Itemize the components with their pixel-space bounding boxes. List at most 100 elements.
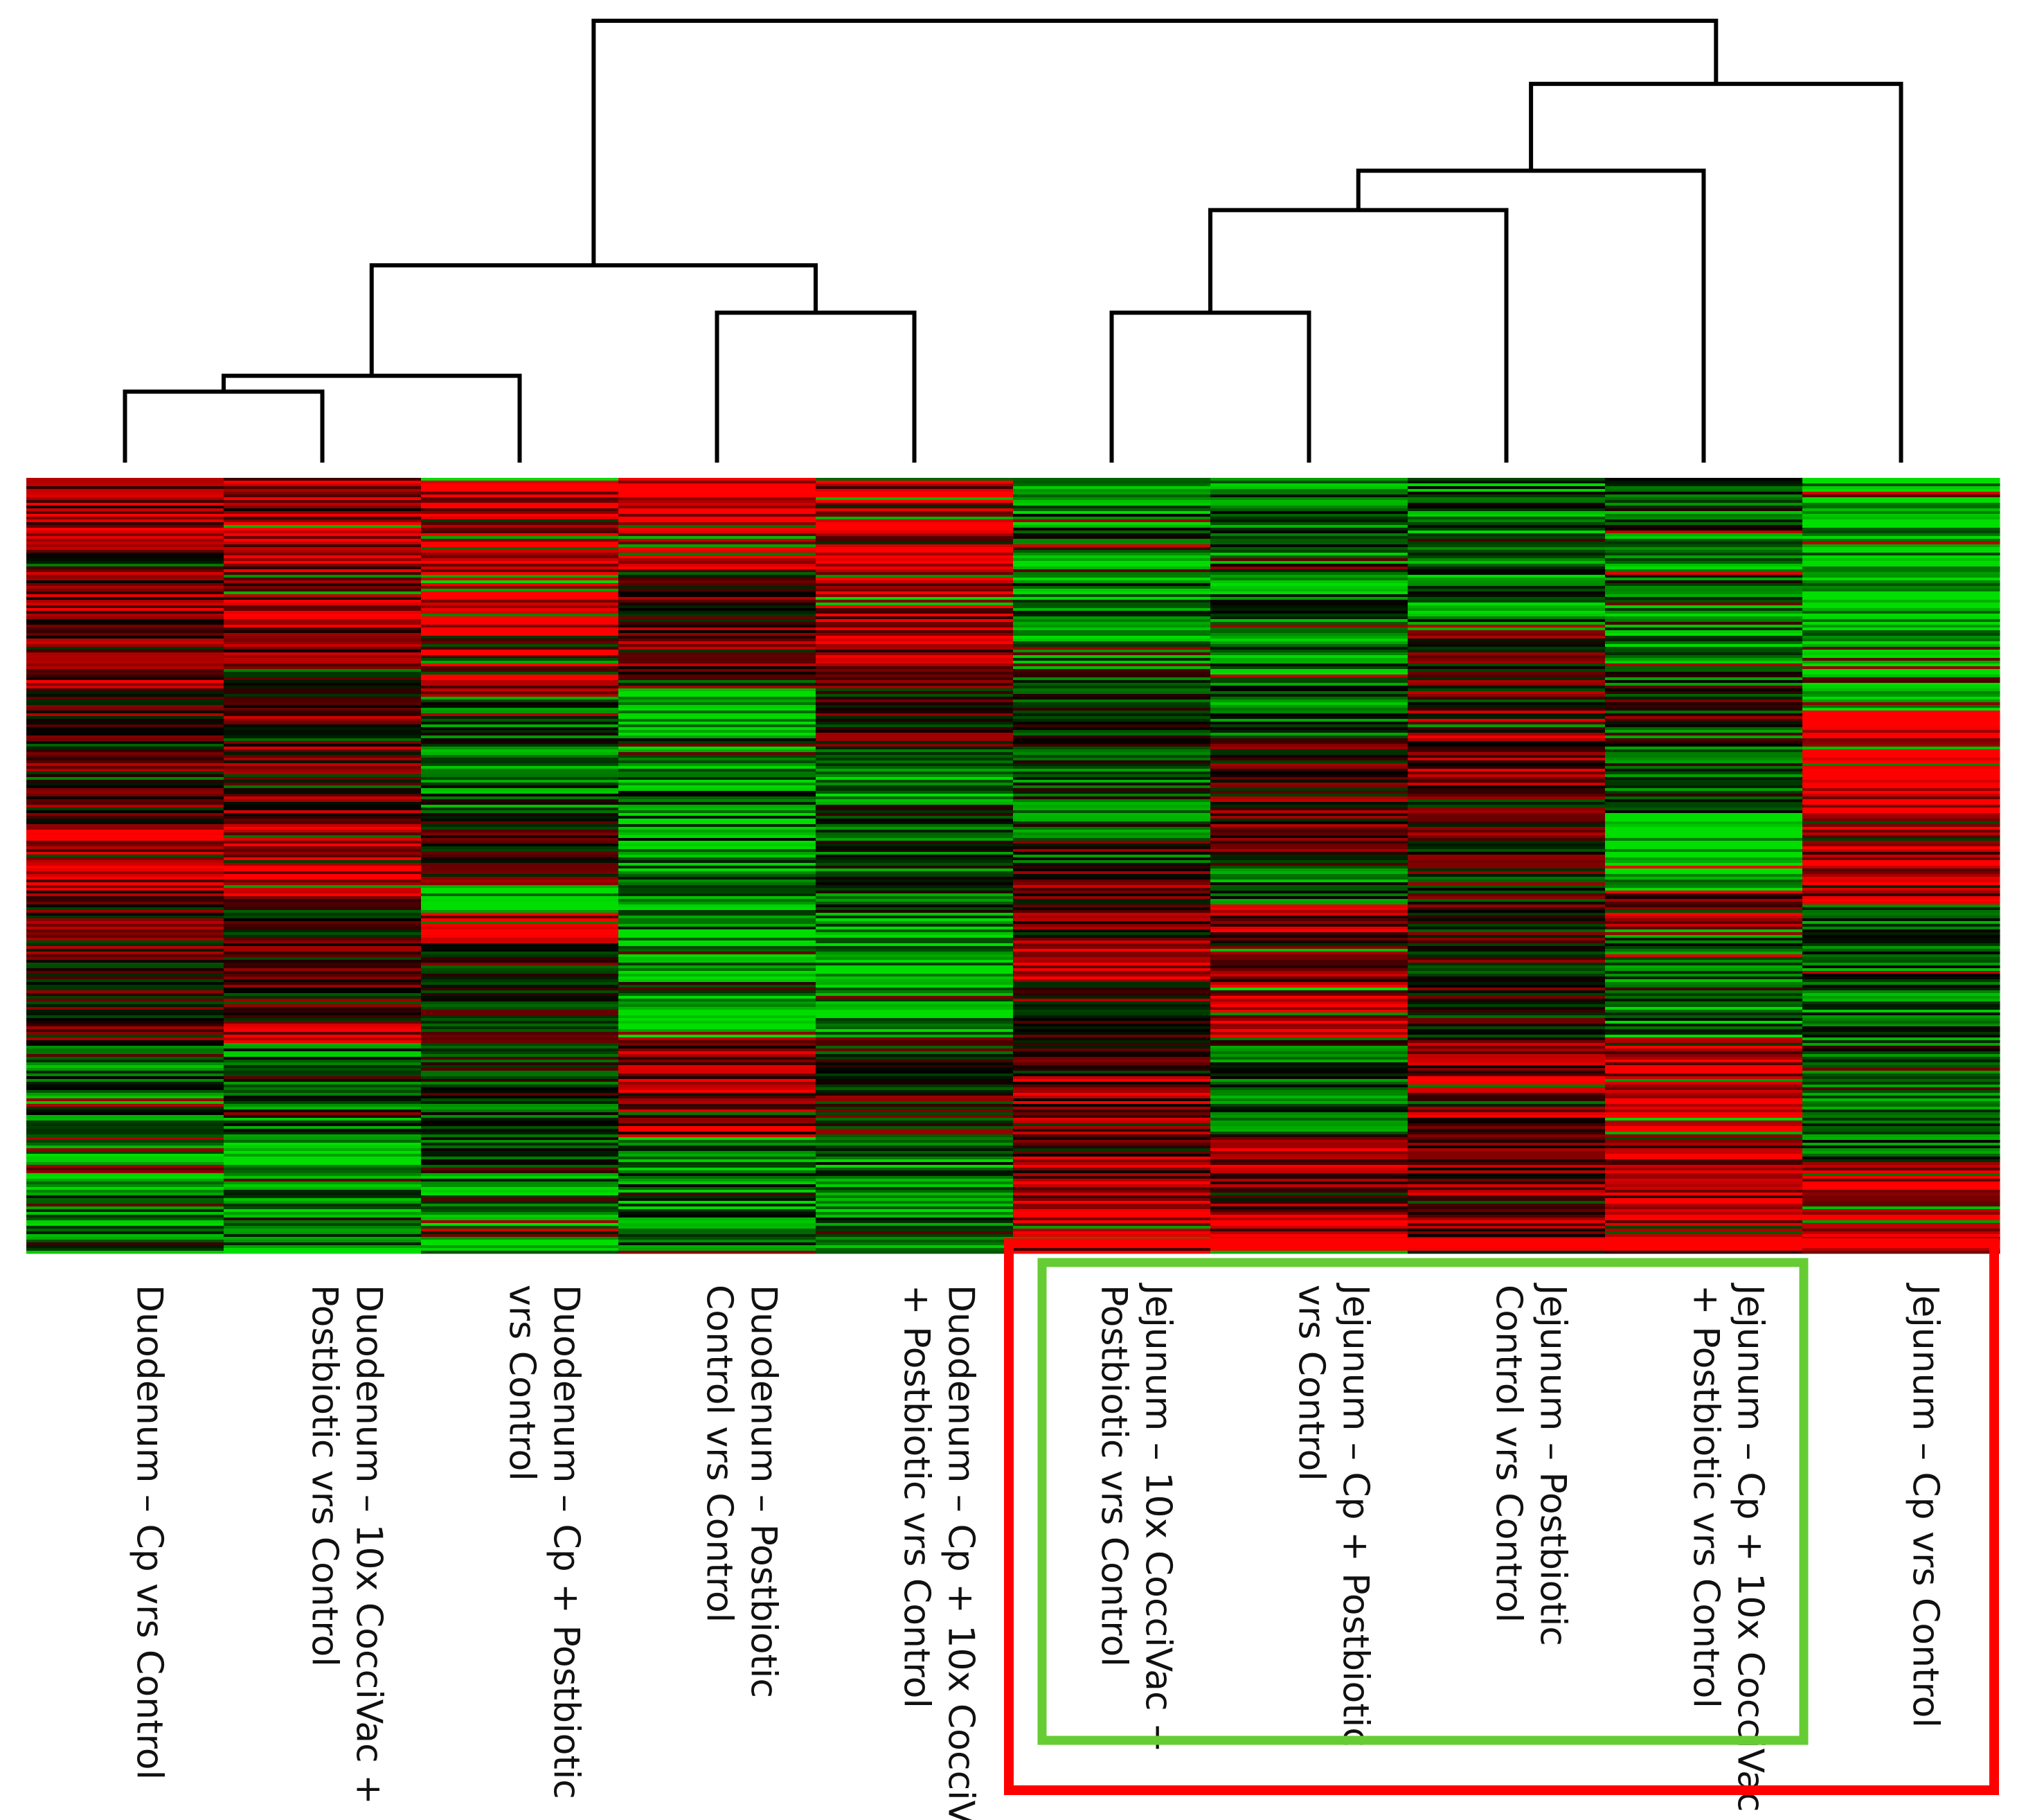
- heatmap-cell: [26, 1049, 224, 1052]
- heatmap-cell: [1408, 716, 1606, 720]
- heatmap-cell: [421, 1079, 619, 1082]
- heatmap-cell: [1802, 578, 2000, 581]
- heatmap-cell: [1408, 816, 1606, 819]
- heatmap-cell: [1408, 758, 1606, 761]
- heatmap-cell: [1408, 963, 1606, 966]
- heatmap-cell: [224, 960, 422, 963]
- heatmap-cell: [1605, 860, 1803, 864]
- heatmap-cell: [1210, 1204, 1408, 1207]
- heatmap-cell: [1605, 971, 1803, 974]
- heatmap-cell: [1605, 874, 1803, 877]
- heatmap-cell: [26, 999, 224, 1002]
- heatmap-cell: [26, 1212, 224, 1215]
- heatmap-cell: [1802, 1049, 2000, 1052]
- heatmap-cell: [421, 988, 619, 991]
- heatmap-cell: [1210, 1065, 1408, 1069]
- heatmap-cell: [618, 899, 816, 902]
- heatmap-cell: [1802, 1190, 2000, 1193]
- heatmap-cell: [1802, 1217, 2000, 1221]
- heatmap-cell: [1605, 641, 1803, 645]
- heatmap-cell: [1408, 1109, 1606, 1113]
- heatmap-cell: [1605, 985, 1803, 988]
- heatmap-cell: [1210, 1143, 1408, 1146]
- heatmap-cell: [224, 1151, 422, 1154]
- heatmap-cell: [421, 564, 619, 567]
- heatmap-cell: [1013, 566, 1211, 570]
- heatmap-cell: [1408, 813, 1606, 817]
- heatmap-cell: [1210, 1035, 1408, 1038]
- heatmap-cell: [1408, 791, 1606, 794]
- heatmap-cell: [1802, 1179, 2000, 1182]
- heatmap-cell: [1605, 913, 1803, 916]
- heatmap-cell: [1013, 1029, 1211, 1033]
- heatmap-cell: [1802, 946, 2000, 949]
- heatmap-cell: [618, 1101, 816, 1105]
- heatmap-cell: [26, 738, 224, 742]
- heatmap-cell: [1210, 940, 1408, 944]
- heatmap-cell: [1408, 1004, 1606, 1008]
- highlight-boxes: [1004, 1238, 1999, 1795]
- heatmap-cell: [816, 702, 1014, 706]
- heatmap-cell: [1013, 968, 1211, 972]
- heatmap-cell: [1802, 672, 2000, 675]
- heatmap-cell: [421, 1004, 619, 1008]
- heatmap-cell: [1408, 844, 1606, 847]
- heatmap-cell: [421, 1190, 619, 1193]
- heatmap-cell: [1408, 1140, 1606, 1143]
- heatmap-cell: [1210, 1215, 1408, 1218]
- heatmap-cell: [1605, 938, 1803, 941]
- heatmap-cell: [618, 846, 816, 850]
- heatmap-cell: [618, 830, 816, 833]
- heatmap-cell: [1605, 863, 1803, 866]
- heatmap-cell: [1605, 999, 1803, 1002]
- heatmap-cell: [1013, 730, 1211, 733]
- heatmap-cell: [1408, 694, 1606, 697]
- heatmap-cell: [1210, 952, 1408, 955]
- heatmap-cell: [816, 658, 1014, 661]
- heatmap-cell: [618, 686, 816, 689]
- heatmap-cell: [1802, 1040, 2000, 1044]
- heatmap-cell: [421, 841, 619, 844]
- heatmap-cell: [816, 661, 1014, 664]
- heatmap-cell: [26, 514, 224, 517]
- heatmap-cell: [618, 658, 816, 661]
- heatmap-cell: [1408, 924, 1606, 927]
- heatmap-cell: [1802, 1154, 2000, 1157]
- heatmap-cell: [224, 494, 422, 498]
- heatmap-cell: [1802, 1229, 2000, 1232]
- heatmap-cell: [224, 830, 422, 833]
- heatmap-cell: [1013, 1121, 1211, 1124]
- heatmap-cell: [618, 1010, 816, 1013]
- heatmap-cell: [1408, 652, 1606, 656]
- heatmap-cell: [421, 1104, 619, 1107]
- heatmap-cell: [224, 583, 422, 587]
- heatmap-cell: [1013, 896, 1211, 900]
- heatmap-cell: [618, 780, 816, 783]
- heatmap-cell: [1013, 846, 1211, 850]
- heatmap-cell: [1802, 575, 2000, 578]
- heatmap-cell: [1013, 943, 1211, 947]
- heatmap-cell: [26, 1079, 224, 1082]
- heatmap-cell: [1605, 672, 1803, 675]
- heatmap-cell: [421, 902, 619, 905]
- heatmap-cell: [224, 1229, 422, 1232]
- heatmap-cell: [1802, 963, 2000, 966]
- heatmap-cell: [1013, 1204, 1211, 1207]
- heatmap-cell: [1605, 1035, 1803, 1038]
- heatmap-cell: [816, 1076, 1014, 1080]
- heatmap-cell: [1802, 489, 2000, 492]
- heatmap-cell: [1802, 808, 2000, 811]
- heatmap-cell: [1210, 1229, 1408, 1232]
- heatmap-cell: [816, 1240, 1014, 1243]
- heatmap-cell: [618, 813, 816, 817]
- heatmap-cell: [1802, 999, 2000, 1002]
- heatmap-cell: [618, 1148, 816, 1152]
- heatmap-cell: [421, 913, 619, 916]
- heatmap-cell: [816, 982, 1014, 985]
- heatmap-cell: [816, 539, 1014, 542]
- heatmap-cell: [1802, 849, 2000, 853]
- heatmap-cell: [224, 1140, 422, 1143]
- heatmap-cell: [1210, 1101, 1408, 1105]
- heatmap-cell: [1605, 483, 1803, 487]
- heatmap-cell: [816, 780, 1014, 783]
